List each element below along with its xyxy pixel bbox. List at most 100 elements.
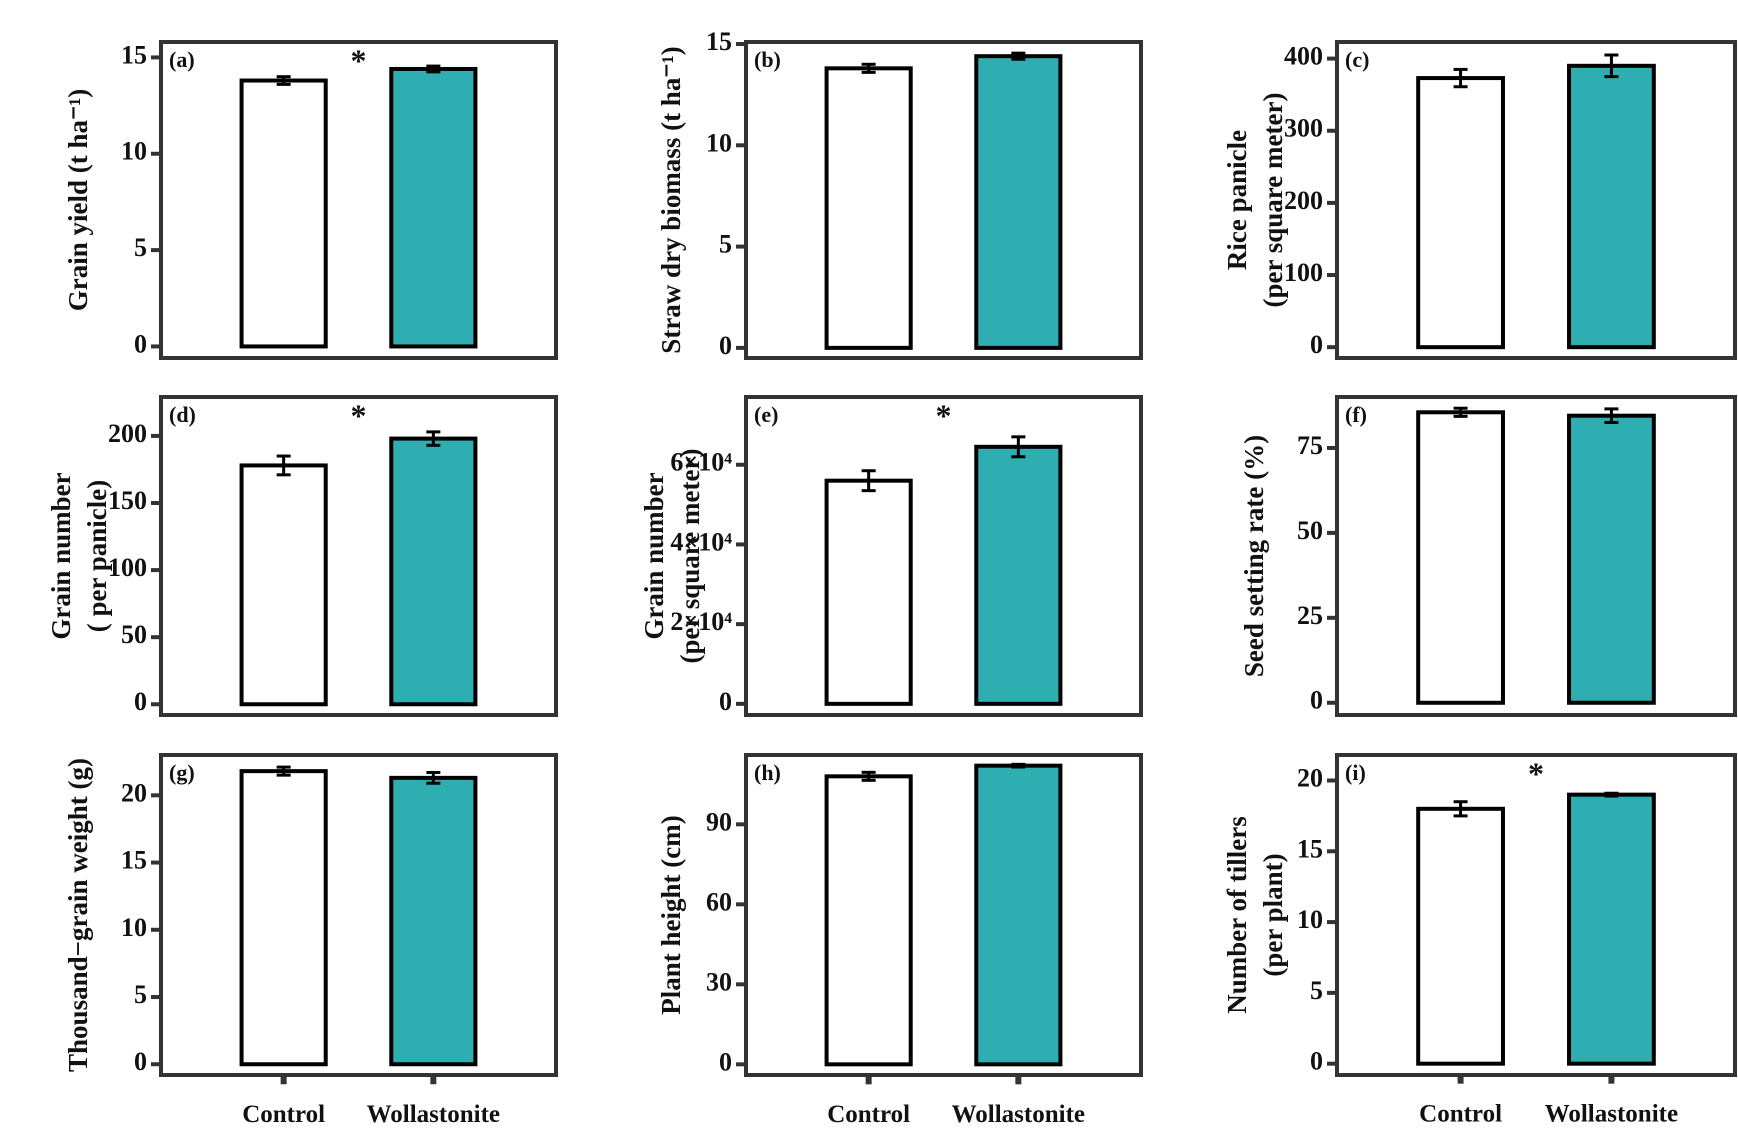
y-tick-label: 90 <box>706 807 732 836</box>
bar <box>1416 410 1505 705</box>
y-tick-label: 0 <box>1310 1047 1323 1076</box>
y-axis-label: Thousand−grain weight (g) <box>63 758 93 1072</box>
y-axis-label: Plant height (cm) <box>656 815 686 1014</box>
plot-frame <box>1335 40 1737 360</box>
y-tick-label: 10 <box>121 913 147 942</box>
plot-frame <box>744 753 1143 1077</box>
error-bar <box>1011 435 1026 459</box>
x-tick-label: Control <box>827 1101 910 1128</box>
significance-marker: * <box>1528 755 1544 791</box>
x-tick-label: Control <box>242 1101 325 1128</box>
bar <box>824 774 913 1067</box>
panel-label: (h) <box>754 760 781 785</box>
error-bar <box>276 454 291 477</box>
y-tick-label: 400 <box>1284 42 1323 71</box>
error-bar <box>861 770 876 782</box>
y-tick-label: 25 <box>1297 601 1323 630</box>
y-tick-label: 0 <box>134 329 147 358</box>
y-tick-label: 0 <box>719 1047 732 1076</box>
y-tick-label: 6×10⁴ <box>670 448 732 477</box>
error-bar <box>276 765 291 777</box>
error-bar <box>1604 791 1619 798</box>
y-tick-label: 0 <box>719 331 732 360</box>
y-tick-label: 100 <box>108 553 147 582</box>
y-tick-label: 2×10⁴ <box>670 607 732 636</box>
error-bar <box>426 64 441 74</box>
y-axis-label: Grain number <box>639 472 669 639</box>
bar <box>1416 806 1505 1066</box>
y-axis-label: (per plant) <box>1258 853 1288 976</box>
bar <box>824 478 913 706</box>
y-tick-label: 0 <box>1310 330 1323 359</box>
y-axis-label: (per square meter) <box>675 449 705 664</box>
panel-label: (a) <box>169 47 195 72</box>
y-tick-label: 5 <box>134 233 147 262</box>
y-tick-label: 4×10⁴ <box>670 527 732 556</box>
y-tick-label: 200 <box>108 419 147 448</box>
y-axis-label: Number of tillers <box>1222 816 1252 1013</box>
bar <box>389 775 478 1067</box>
error-bar <box>1011 51 1026 61</box>
error-bar <box>1453 800 1468 818</box>
x-tick-label: Wollastonite <box>952 1101 1085 1128</box>
y-axis-label: Grain number <box>46 472 76 639</box>
y-axis-label: Seed setting rate (%) <box>1239 435 1269 677</box>
y-tick-label: 15 <box>121 846 147 875</box>
bar <box>974 444 1063 706</box>
bar <box>239 463 328 707</box>
y-tick-label: 0 <box>134 687 147 716</box>
error-bar <box>1453 67 1468 89</box>
y-tick-label: 5 <box>719 230 732 259</box>
panel-label: (b) <box>754 47 781 72</box>
y-tick-label: 0 <box>1310 686 1323 715</box>
bar <box>1567 413 1656 705</box>
plot-frame <box>159 40 558 360</box>
y-tick-label: 150 <box>108 486 147 515</box>
bar <box>239 769 328 1067</box>
bar <box>974 763 1063 1067</box>
y-tick-label: 0 <box>719 687 732 716</box>
panel-label: (c) <box>1345 47 1369 72</box>
plot-frame <box>744 40 1143 360</box>
y-tick-label: 300 <box>1284 114 1323 143</box>
panel-label: (d) <box>169 402 196 427</box>
y-tick-label: 30 <box>706 967 732 996</box>
bar <box>824 66 913 350</box>
y-tick-label: 100 <box>1284 258 1323 287</box>
y-axis-label: (per square meter) <box>1258 93 1288 308</box>
error-bar <box>276 75 291 86</box>
y-tick-label: 15 <box>121 40 147 69</box>
y-tick-label: 15 <box>706 27 732 56</box>
significance-marker: * <box>351 397 367 433</box>
x-tick-label: Wollastonite <box>367 1101 500 1128</box>
bar <box>239 78 328 349</box>
plot-frame <box>1335 753 1737 1077</box>
y-tick-label: 20 <box>1297 763 1323 792</box>
bar <box>1567 63 1656 350</box>
bar <box>389 436 478 707</box>
plot-frame <box>744 395 1143 717</box>
y-tick-label: 50 <box>121 620 147 649</box>
bar <box>1567 792 1656 1066</box>
y-tick-label: 20 <box>121 778 147 807</box>
y-tick-label: 50 <box>1297 516 1323 545</box>
error-bar <box>1604 407 1619 424</box>
y-axis-label: Straw dry biomass (t ha⁻¹) <box>656 46 686 353</box>
y-tick-label: 15 <box>1297 834 1323 863</box>
bar <box>389 66 478 349</box>
y-tick-label: 10 <box>1297 905 1323 934</box>
y-tick-label: 0 <box>134 1047 147 1076</box>
y-tick-label: 75 <box>1297 431 1323 460</box>
y-tick-label: 10 <box>121 137 147 166</box>
panel-label: (g) <box>169 760 195 785</box>
error-bar <box>861 62 876 74</box>
error-bar <box>1453 406 1468 418</box>
error-bar <box>861 469 876 493</box>
error-bar <box>1604 53 1619 79</box>
panel-label: (i) <box>1345 760 1366 785</box>
plot-frame <box>159 395 558 717</box>
y-tick-label: 60 <box>706 887 732 916</box>
y-tick-label: 200 <box>1284 186 1323 215</box>
bar <box>974 54 1063 350</box>
y-axis-label: Grain yield (t ha⁻¹) <box>63 89 93 312</box>
